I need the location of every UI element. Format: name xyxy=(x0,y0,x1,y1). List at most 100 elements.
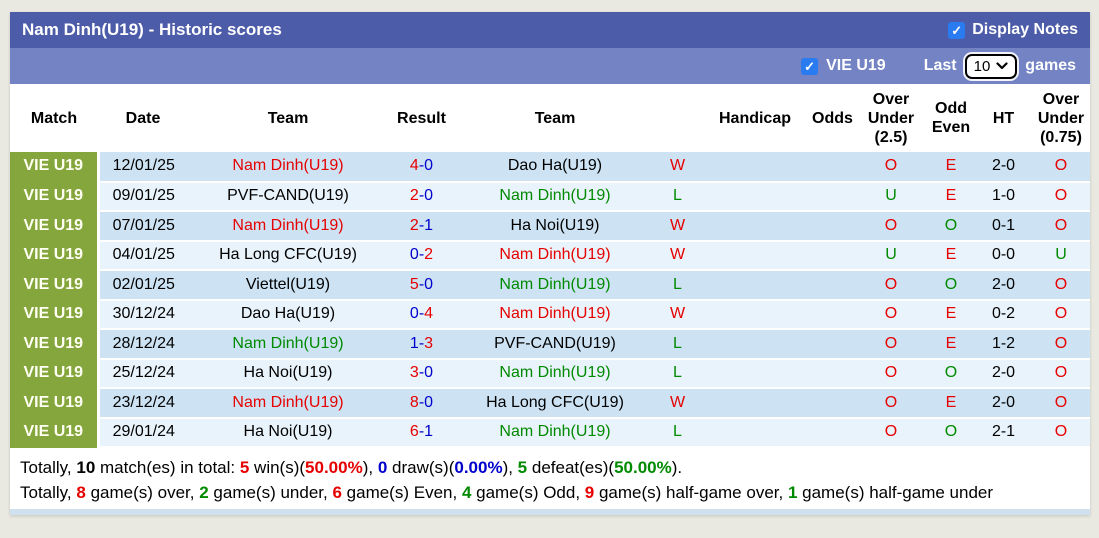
home-team-cell: PVF-CAND(U19) xyxy=(188,181,388,212)
score-dash: - xyxy=(418,334,425,352)
team-filter-label[interactable]: VIE U19 xyxy=(826,57,886,74)
table-row: VIE U19 09/01/25 PVF-CAND(U19) 2-0 Nam D… xyxy=(10,181,1090,212)
odd-even-cell: O xyxy=(927,270,975,301)
ht-score-cell: 0-1 xyxy=(975,211,1032,242)
result-cell: 2-0 xyxy=(388,181,455,212)
summary-segment: Totally, xyxy=(20,458,77,477)
home-team-cell: Ha Noi(U19) xyxy=(188,358,388,389)
checkmark-icon: ✓ xyxy=(951,22,963,38)
ht-score-cell: 0-0 xyxy=(975,240,1032,271)
away-team-cell: Nam Dinh(U19) xyxy=(455,270,655,301)
summary-segment: 5 xyxy=(517,458,528,477)
summary-section: Totally, 10 match(es) in total: 5 win(s)… xyxy=(10,448,1090,509)
summary-segment: 50.00% xyxy=(614,458,672,477)
home-score: 6 xyxy=(409,423,419,441)
ht-score-cell: 2-1 xyxy=(975,417,1032,448)
chevron-down-icon xyxy=(996,62,1008,70)
away-score: 4 xyxy=(424,305,434,323)
over-under-25-cell: O xyxy=(855,417,927,448)
win-loss-cell: W xyxy=(655,388,700,419)
home-team-cell: Viettel(U19) xyxy=(188,270,388,301)
handicap-cell xyxy=(700,240,810,271)
date-cell: 02/01/25 xyxy=(98,270,188,301)
handicap-cell xyxy=(700,388,810,419)
over-under-075-cell: O xyxy=(1032,152,1090,183)
handicap-cell xyxy=(700,211,810,242)
odds-cell xyxy=(810,358,855,389)
over-under-25-cell: O xyxy=(855,388,927,419)
away-score: 1 xyxy=(424,216,434,234)
table-row: VIE U19 07/01/25 Nam Dinh(U19) 2-1 Ha No… xyxy=(10,211,1090,242)
handicap-cell xyxy=(700,358,810,389)
away-team-cell: Nam Dinh(U19) xyxy=(455,299,655,330)
date-cell: 04/01/25 xyxy=(98,240,188,271)
summary-segment: 10 xyxy=(76,458,96,477)
col-header-result: Result xyxy=(388,84,455,152)
handicap-cell xyxy=(700,152,810,183)
home-score: 0 xyxy=(409,305,419,323)
result-cell: 0-2 xyxy=(388,240,455,271)
odd-even-cell: E xyxy=(927,329,975,360)
score-dash: - xyxy=(418,275,425,293)
over-under-25-cell: O xyxy=(855,270,927,301)
historic-scores-table: Match Date Team Result Team Handicap Odd… xyxy=(10,84,1090,448)
display-notes-label[interactable]: Display Notes xyxy=(972,21,1078,38)
over-under-075-cell: O xyxy=(1032,181,1090,212)
date-cell: 07/01/25 xyxy=(98,211,188,242)
home-team-cell: Dao Ha(U19) xyxy=(188,299,388,330)
league-badge: VIE U19 xyxy=(10,299,100,330)
table-row: VIE U19 25/12/24 Ha Noi(U19) 3-0 Nam Din… xyxy=(10,358,1090,389)
handicap-cell xyxy=(700,181,810,212)
ht-score-cell: 2-0 xyxy=(975,388,1032,419)
league-badge: VIE U19 xyxy=(10,152,100,183)
home-team-cell: Nam Dinh(U19) xyxy=(188,388,388,419)
handicap-cell xyxy=(700,270,810,301)
odd-even-cell: E xyxy=(927,240,975,271)
summary-segment: ). xyxy=(671,458,683,477)
away-score: 0 xyxy=(424,157,434,175)
league-badge: VIE U19 xyxy=(10,181,100,212)
away-team-cell: Nam Dinh(U19) xyxy=(455,240,655,271)
odds-cell xyxy=(810,388,855,419)
col-header-handicap: Handicap xyxy=(700,84,810,152)
win-loss-cell: L xyxy=(655,417,700,448)
summary-segment: 5 xyxy=(239,458,250,477)
summary-segment: 6 xyxy=(332,483,342,502)
date-cell: 09/01/25 xyxy=(98,181,188,212)
col-header-over-under-25: Over Under (2.5) xyxy=(855,84,927,152)
last-label: Last xyxy=(923,57,957,74)
ht-score-cell: 2-0 xyxy=(975,358,1032,389)
summary-segment: 50.00% xyxy=(305,458,363,477)
result-cell: 1-3 xyxy=(388,329,455,360)
over-under-25-cell: O xyxy=(855,329,927,360)
away-score: 3 xyxy=(424,334,434,352)
ht-score-cell: 1-2 xyxy=(975,329,1032,360)
result-cell: 8-0 xyxy=(388,388,455,419)
result-cell: 6-1 xyxy=(388,417,455,448)
bottom-strip xyxy=(10,509,1090,515)
table-row: VIE U19 02/01/25 Viettel(U19) 5-0 Nam Di… xyxy=(10,270,1090,301)
col-header-wl xyxy=(655,84,700,152)
summary-line-overunder: Totally, 8 game(s) over, 2 game(s) under… xyxy=(20,480,1080,505)
result-cell: 5-0 xyxy=(388,270,455,301)
display-notes-checkbox[interactable]: ✓ xyxy=(948,21,966,39)
league-badge: VIE U19 xyxy=(10,417,100,448)
score-dash: - xyxy=(418,246,425,264)
over-under-25-cell: U xyxy=(855,240,927,271)
away-score: 2 xyxy=(424,246,434,264)
away-team-cell: Ha Noi(U19) xyxy=(455,211,655,242)
date-cell: 12/01/25 xyxy=(98,152,188,183)
games-select[interactable]: 10 xyxy=(964,53,1018,79)
table-row: VIE U19 29/01/24 Ha Noi(U19) 6-1 Nam Din… xyxy=(10,417,1090,448)
summary-segment: draw(s)( xyxy=(387,458,455,477)
result-cell: 3-0 xyxy=(388,358,455,389)
summary-segment: game(s) Odd, xyxy=(471,483,585,502)
summary-segment: Totally, xyxy=(20,483,77,502)
away-team-cell: Ha Long CFC(U19) xyxy=(455,388,655,419)
summary-segment: win(s)( xyxy=(249,458,306,477)
home-team-cell: Nam Dinh(U19) xyxy=(188,152,388,183)
odd-even-cell: E xyxy=(927,299,975,330)
home-score: 4 xyxy=(409,157,419,175)
col-header-away-team: Team xyxy=(455,84,655,152)
team-filter-checkbox[interactable]: ✓ xyxy=(801,57,819,75)
